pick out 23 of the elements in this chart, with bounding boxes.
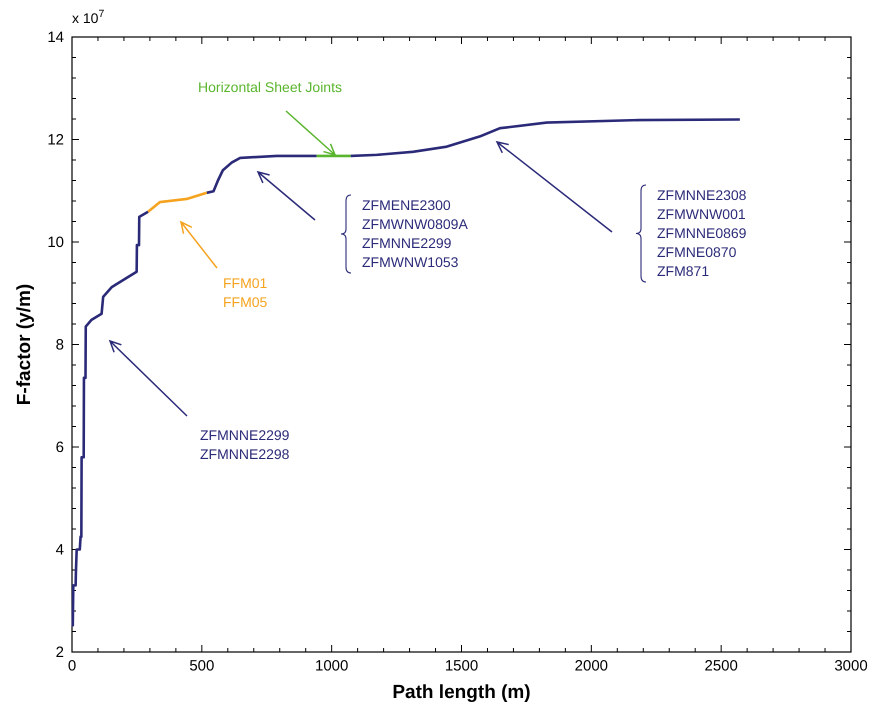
y-tick-label: 4 — [56, 541, 64, 558]
y-tick-label: 12 — [47, 131, 64, 148]
x-tick-label: 500 — [189, 658, 214, 675]
y-tick-label: 8 — [56, 336, 64, 354]
y-tick-label: 14 — [47, 28, 64, 46]
y-tick-label: 6 — [56, 438, 64, 456]
x-tick-label: 0 — [68, 658, 76, 675]
annotation: Horizontal Sheet Joints — [198, 79, 342, 95]
annotation: ZFMENE2300 ZFMWNW0809A ZFMNNE2299 ZFMWNW1053 — [362, 197, 468, 270]
x-tick-label: 3000 — [834, 658, 868, 675]
line-series — [146, 192, 208, 214]
y-tick-label: 2 — [56, 644, 64, 661]
text: x 10$^{7}$ — [72, 8, 104, 26]
x-axis-title: Path length (m) — [392, 682, 531, 703]
annotation: FFM01 FFM05 — [223, 275, 268, 310]
x-tick-label: 2000 — [574, 658, 608, 675]
y-axis-title: F-factor (y/m) — [14, 284, 35, 406]
annotation: ZFMNNE2299 ZFMNNE2298 — [200, 427, 290, 462]
x-tick-label: 2500 — [704, 658, 738, 675]
y-tick-label: 10 — [47, 234, 64, 251]
annotation: ZFMNNE2308 ZFMWNW001 ZFMNNE0869 ZFMNE0870 ZFM871 — [657, 187, 747, 279]
x-tick-label: 1000 — [314, 658, 348, 675]
x-tick-label: 1500 — [444, 658, 478, 675]
